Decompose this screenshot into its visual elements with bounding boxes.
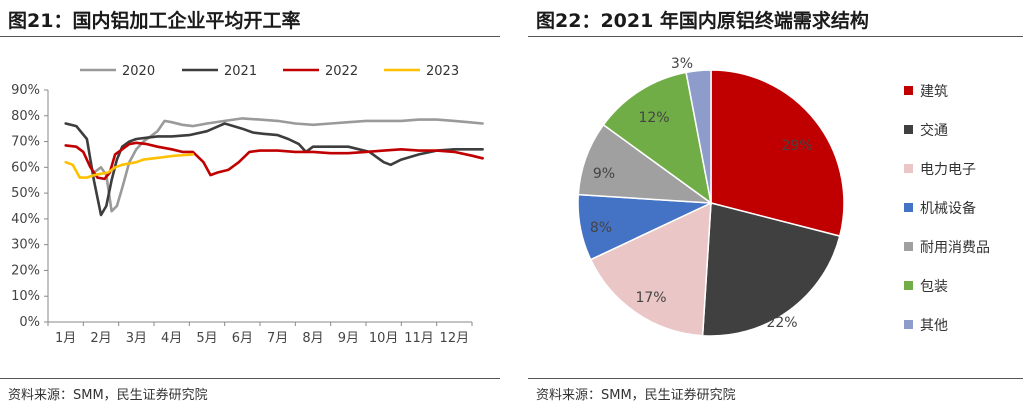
y-tick-label: 50%: [11, 186, 40, 201]
x-tick-label: 6月: [232, 331, 253, 346]
y-tick-label: 60%: [11, 160, 40, 175]
legend-label-电力电子: 电力电子: [920, 162, 976, 178]
x-tick-label: 9月: [338, 331, 359, 346]
pie-slice-交通: [701, 202, 841, 337]
legend-swatch-建筑: [904, 86, 913, 95]
series-line-2022: [64, 141, 484, 181]
pie-chart-source: 资料来源：SMM，民生证券研究院: [536, 388, 736, 403]
legend-swatch-其他: [904, 320, 913, 329]
top-rule: [0, 36, 500, 37]
pie-slice-其他: [685, 69, 712, 204]
x-tick-label: 10月: [369, 331, 399, 346]
line-chart-panel: 图21：国内铝加工企业平均开工率 0% 10% 20% 30% 40% 50% 60% 70%…: [0, 0, 500, 408]
legend-label-耐用消费品: 耐用消费品: [920, 240, 990, 256]
y-tick-label: 20%: [11, 263, 40, 278]
pie-chart-panel: 图22：2021 年国内原铝终端需求结构 29% 22% 17% 8% 9% 12% 3% 建…: [528, 0, 1023, 408]
top-rule: [528, 36, 1023, 37]
x-tick-label: 11月: [404, 331, 434, 346]
x-tick-label: 1月: [55, 331, 76, 346]
series-line-2023: [64, 153, 195, 179]
pie-label-建筑: 29%: [781, 138, 812, 154]
series-line-2020: [92, 117, 484, 213]
y-tick-label: 70%: [11, 135, 40, 150]
legend-label-建筑: 建筑: [920, 84, 948, 100]
series-line-2021: [64, 122, 484, 217]
legend-label-机械设备: 机械设备: [920, 200, 976, 217]
pie-slice-电力电子: [589, 201, 712, 337]
pie-slice-包装: [602, 71, 713, 205]
x-tick-label: 8月: [302, 331, 323, 346]
x-tick-label: 12月: [440, 331, 470, 346]
pie-label-机械设备: 8%: [590, 220, 612, 236]
legend-label-2021: 2021: [224, 64, 257, 79]
y-tick-label: 30%: [11, 238, 40, 253]
bottom-rule: [0, 378, 500, 379]
pie-slice-建筑: [710, 69, 845, 238]
pie-label-电力电子: 17%: [635, 290, 666, 306]
y-tick-label: 80%: [11, 109, 40, 124]
y-tick-label: 0%: [19, 315, 40, 330]
x-tick-label: 3月: [126, 331, 147, 346]
x-tick-label: 2月: [90, 331, 111, 346]
line-chart-title: 图21：国内铝加工企业平均开工率: [8, 10, 301, 32]
legend-label-包装: 包装: [920, 279, 948, 295]
pie-label-其他: 3%: [671, 56, 693, 72]
legend-label-2020: 2020: [122, 64, 155, 79]
y-tick-label: 40%: [11, 212, 40, 227]
legend-swatch-电力电子: [904, 164, 913, 173]
x-tick-label: 5月: [196, 331, 217, 346]
x-tick-label: 4月: [161, 331, 182, 346]
legend-swatch-包装: [904, 281, 913, 290]
y-tick-label: 90%: [11, 83, 40, 98]
y-tick-label: 10%: [11, 289, 40, 304]
line-chart-source: 资料来源：SMM，民生证券研究院: [8, 388, 208, 403]
line-chart: 0% 10% 20% 30% 40% 50% 60% 70% 80% 90% 1月 2月 3月 4月 5月 6…: [11, 64, 484, 346]
legend-swatch-交通: [904, 125, 913, 134]
pie-label-耐用消费品: 9%: [593, 166, 615, 182]
legend-swatch-耐用消费品: [904, 242, 913, 251]
bottom-rule: [528, 378, 1023, 379]
pie-chart-title: 图22：2021 年国内原铝终端需求结构: [536, 10, 869, 32]
legend-label-2022: 2022: [325, 64, 358, 79]
legend-label-交通: 交通: [920, 122, 948, 139]
legend-label-2023: 2023: [426, 64, 459, 79]
legend-swatch-机械设备: [904, 203, 913, 212]
pie-label-交通: 22%: [766, 315, 797, 331]
x-tick-label: 7月: [267, 331, 288, 346]
pie-label-包装: 12%: [638, 110, 669, 126]
legend-label-其他: 其他: [920, 318, 948, 334]
